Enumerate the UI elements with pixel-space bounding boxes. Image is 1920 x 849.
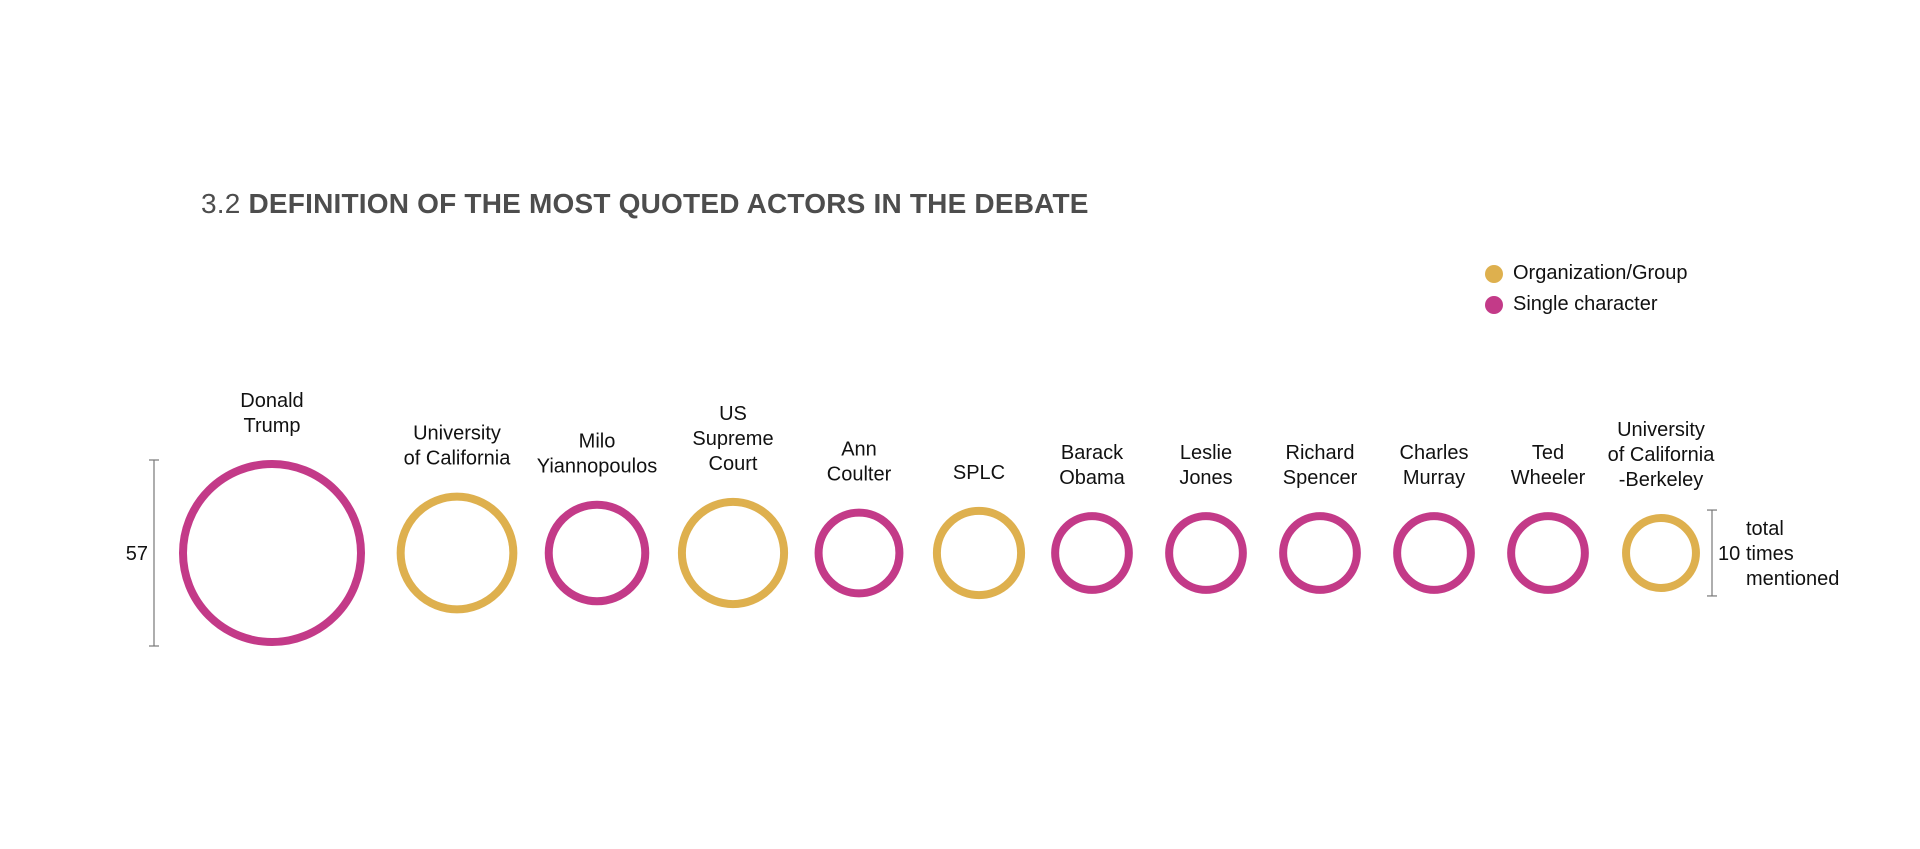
scale-caption: total times mentioned xyxy=(1746,518,1839,590)
bubble-label-ted-wheeler: Ted Wheeler xyxy=(1511,442,1586,489)
bubble-label-ann-coulter: Ann Coulter xyxy=(827,439,892,486)
bubble-charles-murray xyxy=(1393,512,1475,594)
bubble-label-charles-murray: Charles Murray xyxy=(1400,442,1469,489)
legend: Organization/Group Single character xyxy=(1485,258,1688,320)
legend-label-organization: Organization/Group xyxy=(1513,262,1688,284)
bubble-ted-wheeler xyxy=(1507,512,1589,594)
bubble-university-of-california xyxy=(396,492,518,614)
legend-item-single-character: Single character xyxy=(1485,289,1688,320)
legend-label-single-character: Single character xyxy=(1513,293,1658,315)
legend-swatch-organization xyxy=(1485,264,1503,283)
bubble-label-richard-spencer: Richard Spencer xyxy=(1283,442,1358,489)
bubble-label-barack-obama: Barack Obama xyxy=(1059,442,1125,489)
chart-title-text: DEFINITION OF THE MOST QUOTED ACTORS IN … xyxy=(248,188,1089,219)
chart-title-number: 3.2 xyxy=(201,188,241,219)
chart-title: 3.2 DEFINITION OF THE MOST QUOTED ACTORS… xyxy=(201,186,1089,222)
bubble-richard-spencer xyxy=(1279,512,1361,594)
bubble-leslie-jones xyxy=(1165,512,1247,594)
bubble-label-university-of-california-berkeley: University of California -Berkeley xyxy=(1608,419,1716,491)
bubble-label-university-of-california: University of California xyxy=(404,423,512,470)
legend-item-organization: Organization/Group xyxy=(1485,258,1688,289)
bubble-donald-trump xyxy=(179,460,365,646)
bubble-label-splc: SPLC xyxy=(953,462,1005,484)
bubble-us-supreme-court xyxy=(677,497,789,609)
bubble-barack-obama xyxy=(1051,512,1133,594)
legend-swatch-single-character xyxy=(1485,295,1503,314)
bubble-label-milo-yiannopoulos: Milo Yiannopoulos xyxy=(537,431,657,478)
scale-label-max: 57 xyxy=(126,543,148,565)
bubble-splc xyxy=(932,506,1026,600)
bubble-milo-yiannopoulos xyxy=(544,500,650,606)
bubble-ann-coulter xyxy=(814,508,904,598)
bubble-label-us-supreme-court: US Supreme Court xyxy=(692,403,773,475)
bubble-label-leslie-jones: Leslie Jones xyxy=(1179,442,1232,489)
bubble-university-of-california-berkeley xyxy=(1622,514,1700,592)
scale-label-min: 10 xyxy=(1718,543,1740,565)
bubble-label-donald-trump: Donald Trump xyxy=(240,390,303,437)
